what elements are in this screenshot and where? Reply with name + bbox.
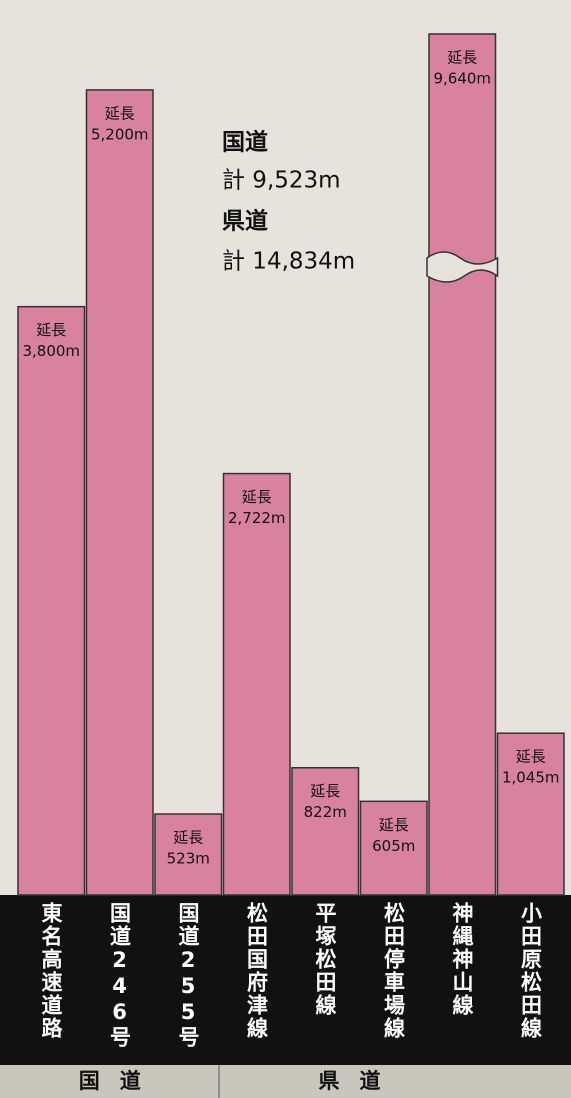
x-tick-label: 東名高速道路 xyxy=(39,902,63,1040)
value-prefix: 延長 xyxy=(242,488,272,506)
value-label: 605m xyxy=(372,837,415,855)
axis-break xyxy=(426,251,499,283)
x-tick-label: 平塚松田線 xyxy=(313,902,337,1017)
annotation-title: 国道 xyxy=(222,129,268,156)
group-label: 国道 xyxy=(79,1069,161,1093)
category-strip xyxy=(0,895,571,1065)
bar xyxy=(222,472,291,896)
bar xyxy=(154,813,223,896)
bar xyxy=(17,305,86,896)
x-tick-label: 小田原松田線 xyxy=(518,902,543,1040)
group-strip xyxy=(0,1065,571,1098)
bar xyxy=(359,800,428,896)
value-label: 523m xyxy=(167,850,210,868)
value-label: 2,722m xyxy=(228,509,286,527)
x-tick-label: 神縄神山線 xyxy=(450,902,474,1017)
bar xyxy=(428,33,497,896)
x-tick-label: 松田停車場線 xyxy=(381,902,406,1040)
value-prefix: 延長 xyxy=(447,49,477,67)
x-tick-label: 国道246号 xyxy=(107,902,132,1049)
value-label: 9,640m xyxy=(433,70,491,88)
value-prefix: 延長 xyxy=(310,782,340,800)
value-label: 1,045m xyxy=(502,769,560,787)
x-tick-label: 国道255号 xyxy=(176,902,200,1049)
annotation-text: 計 9,523m xyxy=(222,168,341,194)
value-prefix: 延長 xyxy=(516,748,546,766)
value-label: 5,200m xyxy=(91,125,149,143)
value-prefix: 延長 xyxy=(173,829,203,847)
bar xyxy=(85,89,154,896)
value-label: 822m xyxy=(304,803,347,821)
value-label: 3,800m xyxy=(22,342,80,360)
value-prefix: 延長 xyxy=(379,816,409,834)
group-label: 県道 xyxy=(319,1069,401,1093)
bar xyxy=(496,732,565,896)
x-tick-label: 松田国府津線 xyxy=(244,902,269,1040)
value-prefix: 延長 xyxy=(36,321,66,339)
bar xyxy=(291,766,360,896)
annotation-title: 県道 xyxy=(222,208,268,235)
annotation-text: 計 14,834m xyxy=(222,249,355,275)
value-prefix: 延長 xyxy=(105,104,135,122)
